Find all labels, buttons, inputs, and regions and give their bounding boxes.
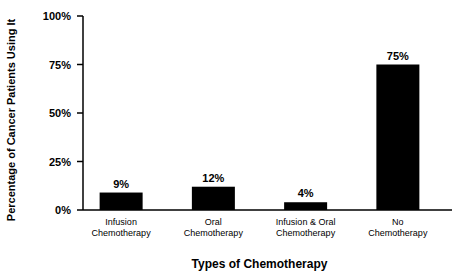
x-tick-label: OralChemotherapy (184, 217, 244, 238)
y-axis-title: Percentage of Cancer Patients Using It (5, 19, 17, 222)
x-tick-label-line: Chemotherapy (276, 228, 336, 238)
y-tick-label: 50% (49, 107, 71, 119)
y-tick (77, 161, 83, 163)
y-tick-label: 25% (49, 156, 71, 168)
y-tick (77, 112, 83, 114)
bar (192, 187, 235, 210)
data-label: 4% (298, 187, 314, 199)
x-tick-label-line: Chemotherapy (92, 228, 152, 238)
y-tick-label: 0% (55, 204, 71, 216)
y-tick-label: 75% (49, 59, 71, 71)
bar (284, 202, 327, 210)
y-tick-label: 100% (43, 10, 71, 22)
x-tick-label: NoChemotherapy (368, 217, 428, 238)
x-axis (83, 209, 452, 211)
x-tick-label: InfusionChemotherapy (92, 217, 152, 238)
x-tick-label-line: No (392, 217, 404, 227)
chart: 0%25%50%75%100%9%12%4%75%InfusionChemoth… (0, 0, 474, 276)
x-tick-label-line: Chemotherapy (368, 228, 428, 238)
x-tick-label: Infusion & OralChemotherapy (276, 217, 336, 238)
bars (100, 65, 420, 211)
x-tick-label-line: Infusion (105, 217, 137, 227)
x-tick-label-line: Oral (205, 217, 222, 227)
data-label: 12% (202, 172, 224, 184)
bar (376, 65, 419, 211)
x-tick-label-line: Infusion & Oral (276, 217, 336, 227)
x-axis-title: Types of Chemotherapy (192, 257, 328, 271)
y-tick (77, 64, 83, 66)
y-axis (82, 16, 84, 210)
data-label: 75% (387, 50, 409, 62)
bar (100, 193, 143, 210)
x-tick-label-line: Chemotherapy (184, 228, 244, 238)
y-tick (77, 209, 83, 211)
y-tick (77, 15, 83, 17)
data-label: 9% (113, 178, 129, 190)
